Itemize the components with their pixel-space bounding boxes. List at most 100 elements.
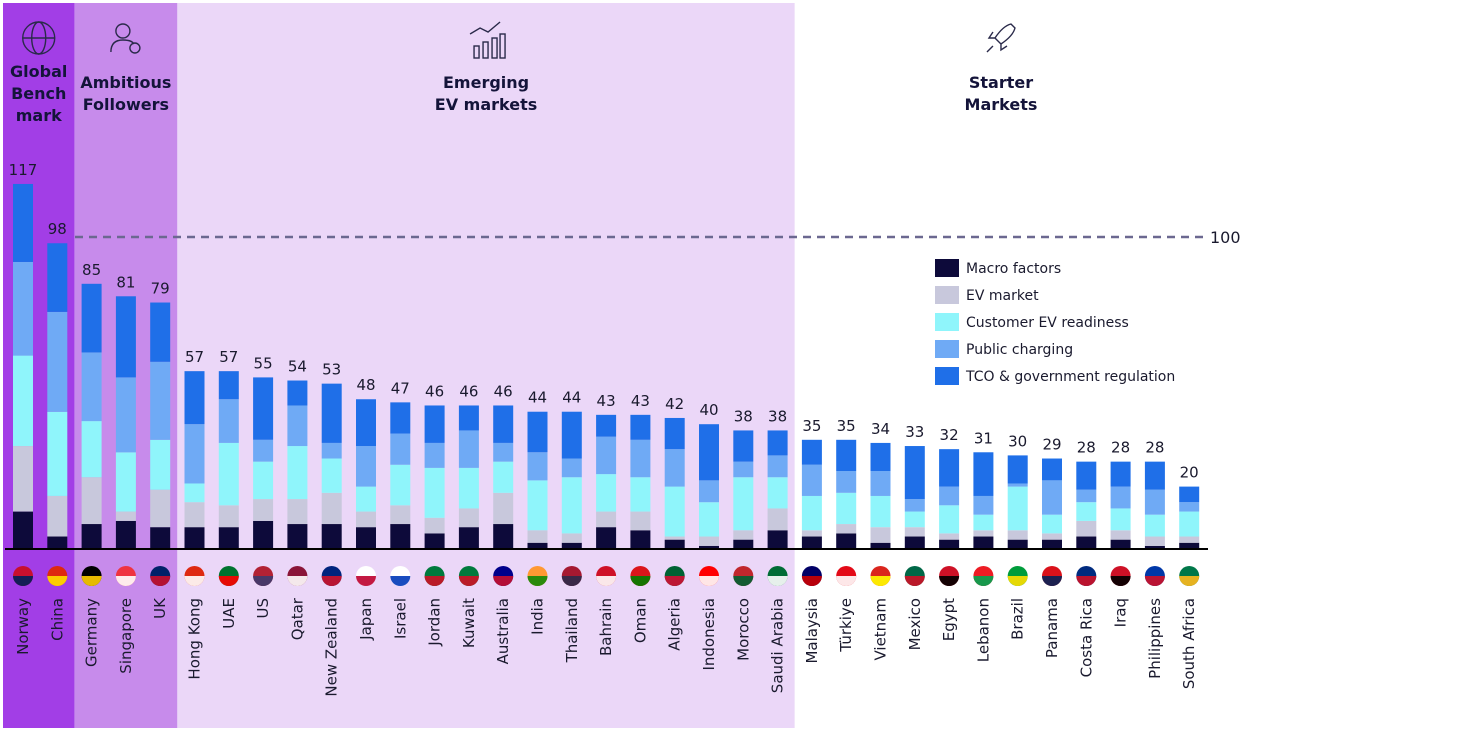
icon-part: [473, 45, 480, 59]
bar-segment: [527, 530, 548, 543]
bar-segment: [527, 411, 548, 453]
total-label: 34: [871, 420, 890, 438]
bar-segment: [287, 524, 308, 549]
icon-part: [986, 23, 1016, 53]
bar-segment: [47, 495, 68, 537]
flag: [1042, 576, 1062, 586]
bar-segment: [801, 439, 822, 465]
legend-swatch: [935, 340, 959, 358]
bar-segment: [699, 502, 719, 537]
bar-segment: [150, 361, 171, 440]
bar-segment: [733, 430, 754, 462]
bar-segment: [664, 486, 685, 537]
bar-segment: [218, 527, 239, 549]
category-label: Qatar: [288, 597, 306, 640]
flag: [664, 576, 685, 586]
category-label: Israel: [391, 598, 409, 639]
total-label: 43: [597, 392, 616, 410]
total-label: 44: [562, 389, 581, 407]
category-label: US: [254, 598, 272, 619]
bar-segment: [561, 542, 582, 549]
bar-segment: [81, 283, 102, 353]
total-label: 40: [699, 401, 718, 419]
bar-segment: [115, 511, 136, 521]
bar-segment: [458, 405, 479, 431]
bar-segment: [115, 520, 136, 549]
flag: [13, 576, 33, 586]
flag: [733, 576, 754, 586]
bar-segment: [13, 261, 33, 356]
total-label: 98: [48, 220, 67, 238]
group-title: Bench: [11, 84, 66, 103]
bar-segment: [1179, 486, 1200, 503]
category-label: Germany: [83, 598, 101, 667]
total-label: 85: [82, 261, 101, 279]
category-label: Türkiye: [837, 598, 855, 653]
bar-segment: [699, 480, 719, 503]
group-title: EV markets: [435, 95, 537, 114]
bar-segment: [321, 492, 342, 525]
flag: [870, 576, 891, 586]
bar-segment: [630, 511, 651, 531]
bar-segment: [870, 527, 891, 543]
bar-segment: [836, 524, 857, 534]
bar-segment: [973, 514, 994, 531]
bar-segment: [870, 542, 891, 549]
bar-segment: [733, 539, 754, 549]
icon-part: [115, 23, 131, 39]
bar-segment: [253, 377, 274, 440]
total-label: 28: [1145, 439, 1164, 457]
bar-segment: [253, 439, 274, 462]
bar-segment: [870, 471, 891, 496]
category-label: Norway: [14, 598, 32, 655]
legend-swatch: [935, 259, 959, 277]
flag: [767, 576, 788, 586]
flag: [596, 576, 617, 586]
bar-segment: [150, 527, 171, 549]
bar-segment: [47, 411, 68, 496]
flag: [1179, 576, 1200, 586]
bar-segment: [218, 505, 239, 528]
bar-segment: [1110, 508, 1131, 531]
bar-segment: [356, 511, 376, 528]
flag: [218, 576, 239, 586]
legend-label: TCO & government regulation: [965, 369, 1175, 385]
category-label: Oman: [631, 598, 649, 643]
legend-label: Customer EV readiness: [966, 315, 1129, 331]
flag: [321, 576, 342, 586]
group-background: [794, 3, 1208, 728]
bar-segment: [767, 508, 788, 531]
category-label: UAE: [220, 598, 238, 629]
legend-swatch: [935, 313, 959, 331]
total-label: 20: [1180, 464, 1199, 482]
bar-segment: [1076, 461, 1097, 490]
category-label: Saudi Arabia: [769, 598, 787, 693]
icon-part: [110, 39, 135, 53]
total-label: 30: [1008, 432, 1027, 450]
total-label: 42: [665, 395, 684, 413]
bar-segment: [836, 492, 857, 525]
bar-segment: [870, 442, 891, 471]
total-label: 38: [734, 407, 753, 425]
bar-segment: [801, 530, 822, 537]
group-title: Starter: [969, 73, 1033, 92]
flag: [253, 576, 274, 586]
total-label: 47: [391, 379, 410, 397]
bar-segment: [390, 505, 411, 525]
category-label: Philippines: [1146, 598, 1164, 679]
bar-segment: [767, 530, 788, 549]
category-label: Jordan: [426, 598, 444, 647]
bar-segment: [424, 467, 445, 518]
bar-segment: [1179, 502, 1200, 512]
bar-segment: [836, 533, 857, 549]
bar-segment: [1042, 480, 1062, 515]
group-icon: [469, 21, 506, 59]
flag: [115, 576, 136, 586]
bar-segment: [1179, 542, 1200, 549]
icon-part: [129, 42, 141, 54]
flag: [1007, 576, 1028, 586]
bar-segment: [390, 464, 411, 506]
total-label: 35: [802, 417, 821, 435]
bar-segment: [904, 446, 925, 500]
